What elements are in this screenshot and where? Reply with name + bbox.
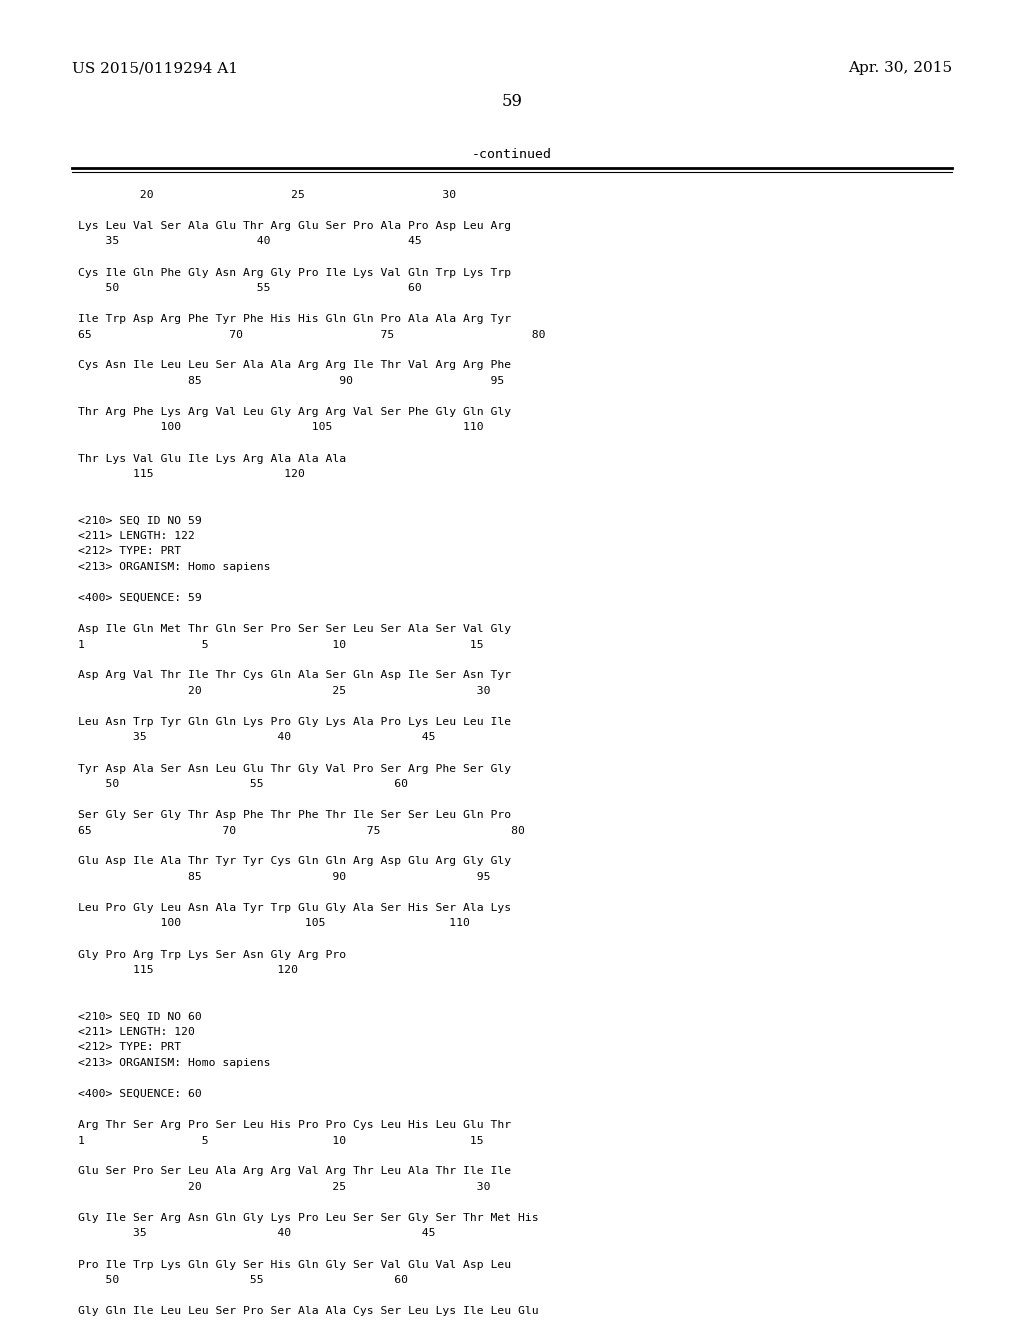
Text: 1                 5                  10                  15: 1 5 10 15 [78,639,483,649]
Text: 100                  105                  110: 100 105 110 [78,919,470,928]
Text: Asp Ile Gln Met Thr Gln Ser Pro Ser Ser Leu Ser Ala Ser Val Gly: Asp Ile Gln Met Thr Gln Ser Pro Ser Ser … [78,624,511,634]
Text: -continued: -continued [472,149,552,161]
Text: <213> ORGANISM: Homo sapiens: <213> ORGANISM: Homo sapiens [78,1059,270,1068]
Text: Thr Lys Val Glu Ile Lys Arg Ala Ala Ala: Thr Lys Val Glu Ile Lys Arg Ala Ala Ala [78,454,346,463]
Text: <211> LENGTH: 122: <211> LENGTH: 122 [78,531,195,541]
Text: Thr Arg Phe Lys Arg Val Leu Gly Arg Arg Val Ser Phe Gly Gln Gly: Thr Arg Phe Lys Arg Val Leu Gly Arg Arg … [78,407,511,417]
Text: 20                   25                   30: 20 25 30 [78,1181,490,1192]
Text: <213> ORGANISM: Homo sapiens: <213> ORGANISM: Homo sapiens [78,562,270,572]
Text: <210> SEQ ID NO 59: <210> SEQ ID NO 59 [78,516,202,525]
Text: Ile Trp Asp Arg Phe Tyr Phe His His Gln Gln Pro Ala Ala Arg Tyr: Ile Trp Asp Arg Phe Tyr Phe His His Gln … [78,314,511,323]
Text: Ser Gly Ser Gly Thr Asp Phe Thr Phe Thr Ile Ser Ser Leu Gln Pro: Ser Gly Ser Gly Thr Asp Phe Thr Phe Thr … [78,810,511,820]
Text: <211> LENGTH: 120: <211> LENGTH: 120 [78,1027,195,1038]
Text: Gly Ile Ser Arg Asn Gln Gly Lys Pro Leu Ser Ser Gly Ser Thr Met His: Gly Ile Ser Arg Asn Gln Gly Lys Pro Leu … [78,1213,539,1224]
Text: Tyr Asp Ala Ser Asn Leu Glu Thr Gly Val Pro Ser Arg Phe Ser Gly: Tyr Asp Ala Ser Asn Leu Glu Thr Gly Val … [78,763,511,774]
Text: Lys Leu Val Ser Ala Glu Thr Arg Glu Ser Pro Ala Pro Asp Leu Arg: Lys Leu Val Ser Ala Glu Thr Arg Glu Ser … [78,220,511,231]
Text: Asp Arg Val Thr Ile Thr Cys Gln Ala Ser Gln Asp Ile Ser Asn Tyr: Asp Arg Val Thr Ile Thr Cys Gln Ala Ser … [78,671,511,681]
Text: 85                   90                   95: 85 90 95 [78,873,490,882]
Text: 20                    25                    30: 20 25 30 [78,190,456,201]
Text: Cys Asn Ile Leu Leu Ser Ala Ala Arg Arg Ile Thr Val Arg Arg Phe: Cys Asn Ile Leu Leu Ser Ala Ala Arg Arg … [78,360,511,371]
Text: <212> TYPE: PRT: <212> TYPE: PRT [78,1043,181,1052]
Text: Gly Pro Arg Trp Lys Ser Asn Gly Arg Pro: Gly Pro Arg Trp Lys Ser Asn Gly Arg Pro [78,949,346,960]
Text: 100                   105                   110: 100 105 110 [78,422,483,433]
Text: 65                    70                    75                    80: 65 70 75 80 [78,330,546,339]
Text: <400> SEQUENCE: 60: <400> SEQUENCE: 60 [78,1089,202,1100]
Text: <212> TYPE: PRT: <212> TYPE: PRT [78,546,181,557]
Text: 59: 59 [502,94,522,111]
Text: 50                   55                   60: 50 55 60 [78,779,408,789]
Text: Pro Ile Trp Lys Gln Gly Ser His Gln Gly Ser Val Glu Val Asp Leu: Pro Ile Trp Lys Gln Gly Ser His Gln Gly … [78,1259,511,1270]
Text: 115                   120: 115 120 [78,469,305,479]
Text: 50                    55                    60: 50 55 60 [78,282,422,293]
Text: 20                   25                   30: 20 25 30 [78,686,490,696]
Text: Arg Thr Ser Arg Pro Ser Leu His Pro Pro Cys Leu His Leu Glu Thr: Arg Thr Ser Arg Pro Ser Leu His Pro Pro … [78,1119,511,1130]
Text: <210> SEQ ID NO 60: <210> SEQ ID NO 60 [78,1011,202,1022]
Text: 115                  120: 115 120 [78,965,298,975]
Text: Leu Pro Gly Leu Asn Ala Tyr Trp Glu Gly Ala Ser His Ser Ala Lys: Leu Pro Gly Leu Asn Ala Tyr Trp Glu Gly … [78,903,511,913]
Text: 85                    90                    95: 85 90 95 [78,376,504,385]
Text: 65                   70                   75                   80: 65 70 75 80 [78,825,525,836]
Text: Cys Ile Gln Phe Gly Asn Arg Gly Pro Ile Lys Val Gln Trp Lys Trp: Cys Ile Gln Phe Gly Asn Arg Gly Pro Ile … [78,268,511,277]
Text: US 2015/0119294 A1: US 2015/0119294 A1 [72,61,238,75]
Text: 50                   55                   60: 50 55 60 [78,1275,408,1284]
Text: Leu Asn Trp Tyr Gln Gln Lys Pro Gly Lys Ala Pro Lys Leu Leu Ile: Leu Asn Trp Tyr Gln Gln Lys Pro Gly Lys … [78,717,511,727]
Text: Gly Gln Ile Leu Leu Ser Pro Ser Ala Ala Cys Ser Leu Lys Ile Leu Glu: Gly Gln Ile Leu Leu Ser Pro Ser Ala Ala … [78,1305,539,1316]
Text: <400> SEQUENCE: 59: <400> SEQUENCE: 59 [78,593,202,603]
Text: 35                   40                   45: 35 40 45 [78,1229,435,1238]
Text: 35                   40                   45: 35 40 45 [78,733,435,742]
Text: Glu Asp Ile Ala Thr Tyr Tyr Cys Gln Gln Arg Asp Glu Arg Gly Gly: Glu Asp Ile Ala Thr Tyr Tyr Cys Gln Gln … [78,857,511,866]
Text: 35                    40                    45: 35 40 45 [78,236,422,247]
Text: Apr. 30, 2015: Apr. 30, 2015 [848,61,952,75]
Text: Glu Ser Pro Ser Leu Ala Arg Arg Val Arg Thr Leu Ala Thr Ile Ile: Glu Ser Pro Ser Leu Ala Arg Arg Val Arg … [78,1167,511,1176]
Text: 1                 5                  10                  15: 1 5 10 15 [78,1135,483,1146]
